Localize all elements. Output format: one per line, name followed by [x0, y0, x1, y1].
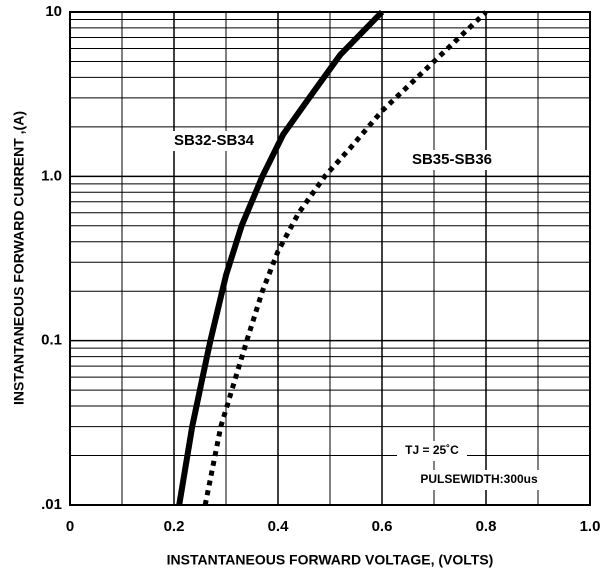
y-tick-label: .01 — [41, 496, 62, 513]
label-bg — [397, 441, 467, 461]
x-tick-label: 1.0 — [580, 518, 601, 535]
label-bg — [416, 470, 542, 490]
label-bg — [162, 131, 266, 151]
y-axis-label: INSTANTANEOUS FORWARD CURRENT ,(A) — [11, 111, 27, 405]
x-axis-label: INSTANTANEOUS FORWARD VOLTAGE, (VOLTS) — [167, 552, 494, 568]
y-tick-label: 0.1 — [41, 332, 62, 349]
annotation: TJ = 25˚C — [405, 443, 459, 457]
label-bg — [400, 150, 504, 170]
x-tick-label: 0.2 — [164, 518, 185, 535]
series-line — [202, 10, 488, 506]
annotation: PULSEWIDTH:300us — [420, 472, 538, 486]
series-label: SB35-SB36 — [412, 151, 492, 168]
series-label: SB32-SB34 — [174, 132, 255, 149]
y-tick-label: 10 — [45, 3, 62, 20]
y-tick-label: 1.0 — [41, 167, 62, 184]
plot-frame — [69, 11, 591, 506]
x-tick-label: 0 — [66, 518, 74, 535]
series-line — [176, 9, 385, 506]
x-tick-label: 0.4 — [268, 518, 290, 535]
x-tick-label: 0.8 — [476, 518, 497, 535]
x-tick-label: 0.6 — [372, 518, 393, 535]
